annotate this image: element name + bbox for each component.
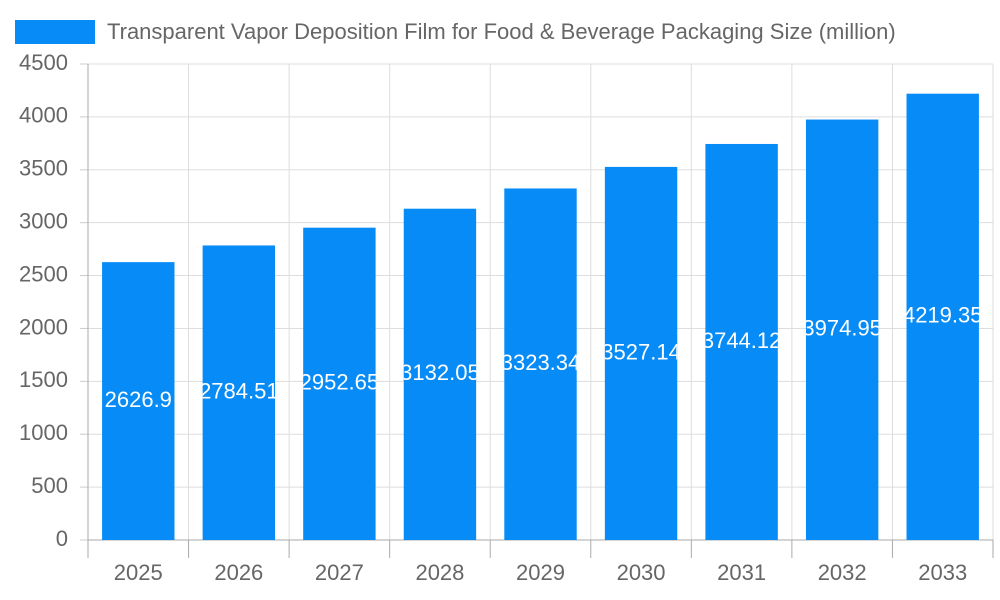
- data-label: 3323.34: [501, 350, 581, 375]
- y-tick-label: 2500: [19, 261, 68, 286]
- data-label: 3744.12: [702, 328, 782, 353]
- bar: [303, 227, 376, 541]
- x-tick-label: 2032: [818, 560, 867, 585]
- data-label: 2784.51: [199, 379, 279, 404]
- x-tick-label: 2031: [717, 560, 766, 585]
- data-label: 3132.05: [400, 360, 480, 385]
- bar: [705, 143, 778, 540]
- bar: [202, 245, 276, 540]
- x-tick-label: 2029: [516, 560, 565, 585]
- data-label: 3974.95: [802, 316, 882, 341]
- data-label: 4219.35: [903, 303, 983, 328]
- y-tick-label: 2000: [19, 314, 68, 339]
- y-tick-label: 4000: [19, 103, 68, 128]
- y-tick-label: 1500: [19, 367, 68, 392]
- legend-swatch: [15, 20, 95, 44]
- x-tick-label: 2028: [415, 560, 464, 585]
- y-tick-label: 4500: [19, 50, 68, 75]
- bar: [604, 166, 678, 540]
- y-tick-label: 1000: [19, 420, 68, 445]
- data-label: 2952.65: [300, 370, 380, 395]
- x-tick-label: 2030: [617, 560, 666, 585]
- bar: [403, 208, 477, 540]
- y-tick-label: 500: [31, 473, 68, 498]
- x-tick-label: 2027: [315, 560, 364, 585]
- data-label: 3527.14: [601, 339, 681, 364]
- y-tick-label: 3000: [19, 208, 68, 233]
- data-label: 2626.9: [105, 387, 172, 412]
- x-tick-label: 2033: [918, 560, 967, 585]
- y-tick-label: 0: [56, 526, 68, 551]
- x-tick-label: 2026: [214, 560, 263, 585]
- bar: [102, 262, 175, 540]
- x-tick-label: 2025: [114, 560, 163, 585]
- y-tick-label: 3500: [19, 156, 68, 181]
- bar: [504, 188, 577, 540]
- bar: [805, 119, 879, 540]
- bar: [906, 93, 979, 541]
- legend-label: Transparent Vapor Deposition Film for Fo…: [107, 19, 896, 44]
